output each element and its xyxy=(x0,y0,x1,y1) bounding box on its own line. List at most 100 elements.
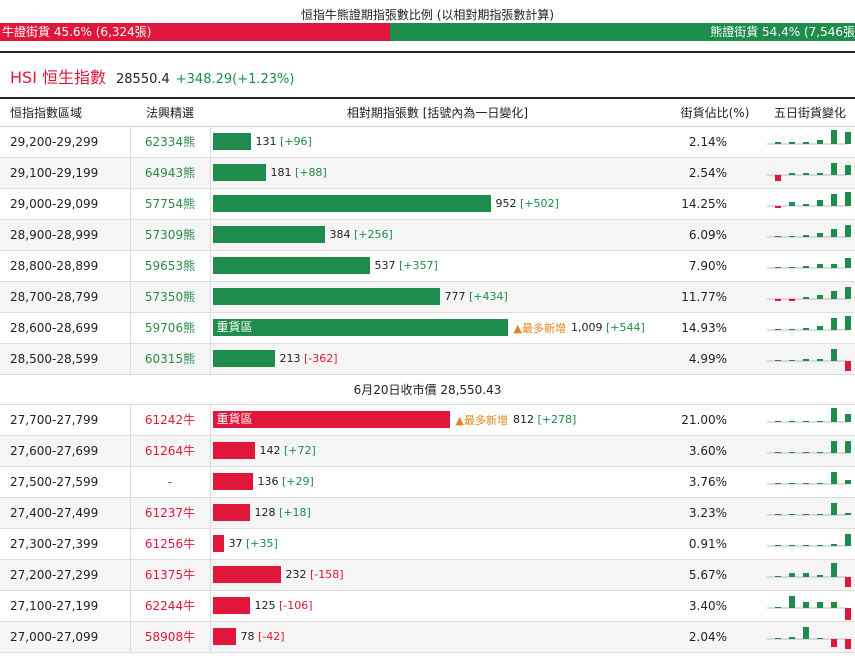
contracts-cell: 131 [+96] xyxy=(210,126,665,158)
share-cell: 3.60% xyxy=(665,435,765,467)
table-row: 28,900-28,999 57309熊 384 [+256] 6.09% xyxy=(0,219,855,251)
sparkline-bar xyxy=(775,482,781,484)
five-day-sparkline xyxy=(765,590,855,622)
contracts-label: 1,009 [+544] xyxy=(571,321,645,334)
sparkline-bar xyxy=(775,359,781,361)
warrant-code-link[interactable]: 59653熊 xyxy=(129,250,211,282)
contracts-label: 952 [+502] xyxy=(496,197,559,210)
sparkline-bar xyxy=(845,315,851,330)
sparkline-chart xyxy=(767,348,851,371)
range-cell: 28,800-28,899 xyxy=(0,250,130,282)
header-pick: 法興精選 xyxy=(130,99,210,127)
warrant-code-link[interactable]: 61264牛 xyxy=(129,435,211,467)
warrant-code-link[interactable]: 61237牛 xyxy=(129,497,211,529)
contracts-cell: 537 [+357] xyxy=(210,250,665,282)
warrant-code-link[interactable]: 62244牛 xyxy=(129,590,211,622)
contracts-bar xyxy=(212,504,250,521)
sparkline-bar xyxy=(817,358,823,361)
warrant-code-link[interactable]: 60315熊 xyxy=(129,343,211,375)
sparkline-bar xyxy=(817,172,823,175)
contracts-cell: 37 [+35] xyxy=(210,528,665,560)
sparkline-bar xyxy=(845,360,851,371)
warrant-code-link[interactable]: 61375牛 xyxy=(129,559,211,591)
sparkline-bar xyxy=(817,420,823,422)
sparkline-bar xyxy=(831,228,837,237)
sparkline-chart xyxy=(767,224,851,237)
sparkline-bar xyxy=(845,164,851,175)
table-header: 恒指指數區域 法興精選 相對期指張數 [括號內為一日變化] 街貨佔比(%) 五日… xyxy=(0,99,855,127)
sparkline-bar xyxy=(789,359,795,361)
contracts-label: 125 [-106] xyxy=(255,599,313,612)
sparkline-bar xyxy=(789,298,795,301)
sparkline-bar xyxy=(775,451,781,453)
contracts-bar xyxy=(212,288,440,305)
share-cell: 14.93% xyxy=(665,312,765,344)
warrant-code-link[interactable]: 61256牛 xyxy=(129,528,211,560)
contracts-label: 131 [+96] xyxy=(256,135,312,148)
sparkline-bar xyxy=(817,544,823,546)
contracts-bar xyxy=(212,442,255,459)
contracts-count: 125 xyxy=(254,599,276,612)
five-day-sparkline xyxy=(765,435,855,467)
range-cell: 28,600-28,699 xyxy=(0,312,130,344)
index-quote: HSI 恒生指數 28550.4 +348.29(+1.23%) xyxy=(10,64,294,87)
sparkline-bar xyxy=(803,358,809,361)
sparkline-bar xyxy=(831,193,837,206)
range-cell: 27,000-27,099 xyxy=(0,621,130,653)
contracts-bar xyxy=(212,628,236,645)
sparkline-bar xyxy=(775,141,781,144)
sparkline-bar xyxy=(831,601,837,608)
sparkline-bar xyxy=(817,232,823,237)
contracts-label: 181 [+88] xyxy=(271,166,327,179)
warrant-code-link[interactable]: 61242牛 xyxy=(129,404,211,436)
index-name[interactable]: HSI 恒生指數 xyxy=(10,68,106,87)
warrant-code-link[interactable]: - xyxy=(129,466,211,498)
sparkline-chart xyxy=(767,502,851,515)
contracts-count: 537 xyxy=(374,259,396,272)
share-cell: 3.23% xyxy=(665,497,765,529)
share-cell: 0.91% xyxy=(665,528,765,560)
contracts-label: 142 [+72] xyxy=(260,444,316,457)
contracts-count: 128 xyxy=(254,506,276,519)
cbbc-distribution-table: 恒指指數區域 法興精選 相對期指張數 [括號內為一日變化] 街貨佔比(%) 五日… xyxy=(0,99,855,653)
contracts-delta: [+72] xyxy=(284,444,316,457)
table-row: 27,000-27,099 58908牛 78 [-42] 2.04% xyxy=(0,621,855,653)
share-cell: 11.77% xyxy=(665,281,765,313)
contracts-bar xyxy=(212,257,370,274)
contracts-delta: [+29] xyxy=(282,475,314,488)
sparkline-bar xyxy=(817,325,823,330)
warrant-code-link[interactable]: 57350熊 xyxy=(129,281,211,313)
contracts-count: 812 xyxy=(512,413,534,426)
contracts-count: 232 xyxy=(285,568,307,581)
warrant-code-link[interactable]: 59706熊 xyxy=(129,312,211,344)
sparkline-bar xyxy=(803,234,809,237)
sparkline-chart xyxy=(767,471,851,484)
contracts-cell: 213 [-362] xyxy=(210,343,665,375)
contracts-delta: [+88] xyxy=(295,166,327,179)
warrant-code-link[interactable]: 64943熊 xyxy=(129,157,211,189)
sparkline-bar xyxy=(789,513,795,515)
contracts-delta: [+357] xyxy=(399,259,438,272)
warrant-code-link[interactable]: 62334熊 xyxy=(129,126,211,158)
warrant-code-link[interactable]: 58908牛 xyxy=(129,621,211,653)
contracts-delta: [+35] xyxy=(246,537,278,550)
sparkline-bar xyxy=(775,513,781,515)
contracts-cell: 777 [+434] xyxy=(210,281,665,313)
five-day-sparkline xyxy=(765,559,855,591)
contracts-count: 78 xyxy=(240,630,255,643)
warrant-code-link[interactable]: 57754熊 xyxy=(129,188,211,220)
five-day-sparkline xyxy=(765,219,855,251)
sparkline-bar xyxy=(831,543,837,546)
sparkline-bar xyxy=(803,451,809,453)
sparkline-bar xyxy=(789,201,795,206)
contracts-cell: 142 [+72] xyxy=(210,435,665,467)
contracts-label: 128 [+18] xyxy=(255,506,311,519)
contracts-count: 181 xyxy=(270,166,292,179)
contracts-count: 142 xyxy=(259,444,281,457)
share-cell: 2.54% xyxy=(665,157,765,189)
divider xyxy=(0,51,855,53)
sparkline-bar xyxy=(845,440,851,453)
sparkline-chart xyxy=(767,162,851,181)
sparkline-bar xyxy=(817,574,823,577)
warrant-code-link[interactable]: 57309熊 xyxy=(129,219,211,251)
